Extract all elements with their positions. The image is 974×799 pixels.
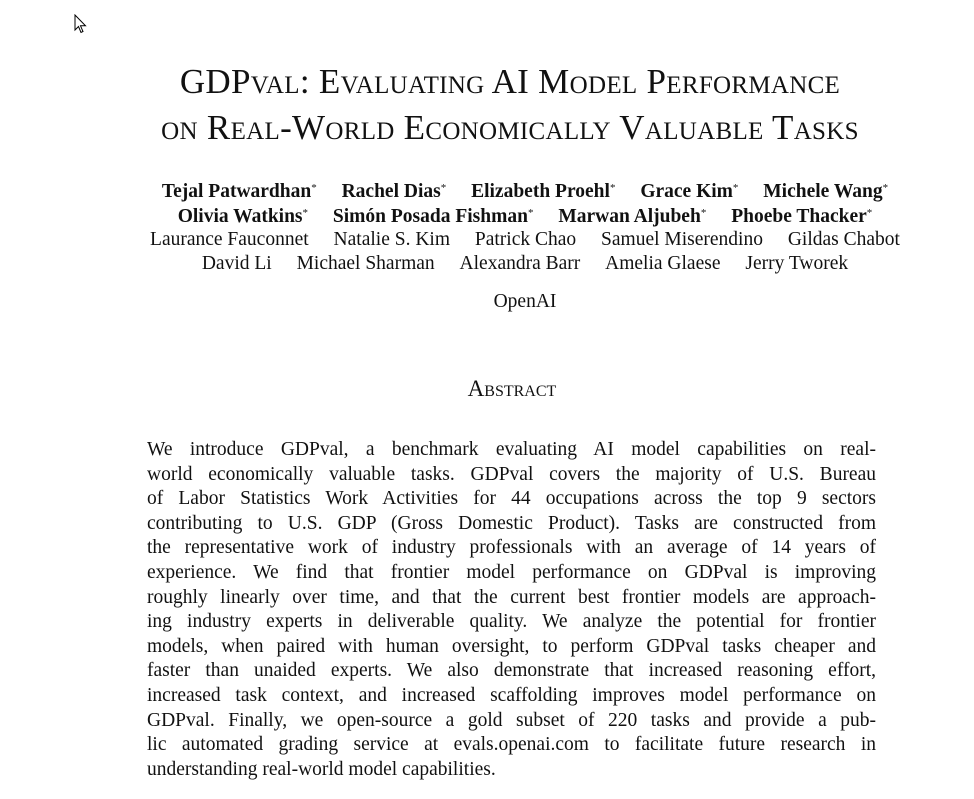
abstract-line: models, when paired with human oversight… [147, 635, 876, 657]
author-name: Natalie S. Kim [333, 229, 450, 250]
author-name: Gildas Chabot [787, 229, 900, 250]
author-name: Olivia Watkins* [177, 206, 309, 227]
affiliation: OpenAI [493, 291, 557, 312]
abstract-line: experience. We find that frontier model … [147, 561, 876, 583]
author-name: Patrick Chao [474, 229, 577, 250]
author-name: Phoebe Thacker* [731, 206, 873, 227]
author-row-2: Olivia Watkins* Simón Posada Fishman* Ma… [0, 201, 974, 229]
abstract-line: faster than unaided experts. We also dem… [147, 660, 876, 682]
author-row-1: Tejal Patwardhan* Rachel Dias* Elizabeth… [0, 176, 974, 204]
mouse-cursor-icon [74, 14, 87, 34]
abstract-line: roughly linearly over time, and that the… [147, 586, 876, 608]
abstract-line: GDPval. Finally, we open-source a gold s… [147, 709, 876, 731]
abstract-line: the representative work of industry prof… [147, 537, 876, 559]
abstract-body: We introduce GDPval, a benchmark evaluat… [147, 438, 876, 782]
author-row-3: Laurance Fauconnet Natalie S. Kim Patric… [0, 227, 974, 252]
abstract-line: ing industry experts in deliverable qual… [147, 611, 876, 633]
author-name: Laurance Fauconnet [150, 229, 309, 250]
abstract-line: contributing to U.S. GDP (Gross Domestic… [147, 512, 876, 534]
abstract-line: We introduce GDPval, a benchmark evaluat… [147, 439, 876, 460]
paper-title-line-1: GDPval: Evaluating AI Model Performance [179, 62, 841, 101]
author-name: Tejal Patwardhan* [161, 181, 317, 202]
author-name: Rachel Dias* [341, 181, 447, 202]
author-name: Simón Posada Fishman* [332, 206, 534, 227]
author-name: Jerry Tworek [745, 253, 849, 274]
author-name: Marwan Aljubeh* [558, 206, 707, 227]
abstract-heading: Abstract [467, 376, 557, 401]
abstract-line: lic automated grading service at evals.o… [147, 734, 876, 756]
author-name: Michele Wang* [763, 181, 889, 202]
abstract-line: understanding real-world model capabilit… [147, 758, 496, 780]
author-name: Alexandra Barr [459, 253, 581, 274]
author-row-4: David Li Michael Sharman Alexandra Barr … [0, 251, 974, 276]
abstract-line: world economically valuable tasks. GDPva… [147, 463, 876, 485]
abstract-line: increased task context, and increased sc… [147, 684, 876, 706]
abstract-line: of Labor Statistics Work Activities for … [147, 488, 876, 510]
paper-title-line-2: on Real-World Economically Valuable Task… [161, 108, 859, 147]
author-name: Elizabeth Proehl* [471, 181, 616, 202]
author-name: Michael Sharman [296, 253, 435, 274]
author-name: David Li [201, 253, 272, 274]
author-name: Amelia Glaese [605, 253, 721, 274]
author-name: Grace Kim* [640, 181, 739, 202]
author-name: Samuel Miserendino [601, 229, 763, 250]
